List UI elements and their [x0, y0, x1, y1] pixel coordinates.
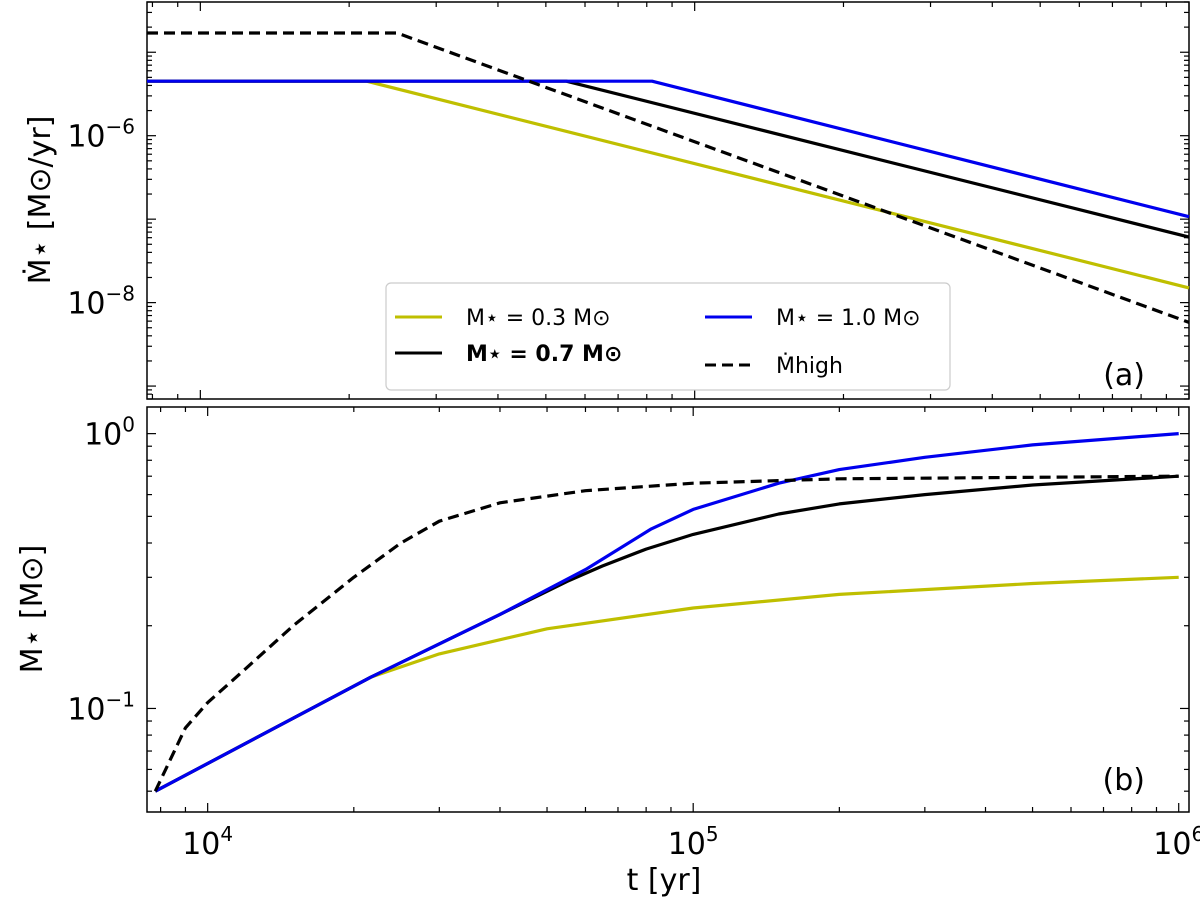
legend-label-1: M⋆ = 1.0 M⊙: [776, 306, 921, 331]
panel-a-yticks: 10−6 10−8: [67, 1, 1189, 400]
panel-b-xlabel: t [yr]: [627, 863, 702, 897]
series-line-b-2: [154, 432, 1179, 793]
legend-label-2: M⋆ = 0.7 M⊙: [466, 342, 622, 367]
legend: M⋆ = 0.3 M⊙ M⋆ = 1.0 M⊙ M⋆ = 0.7 M⊙ Ṁhig…: [385, 282, 951, 391]
panel-b-xticks: 104 105 106: [160, 407, 1200, 862]
series-line-a-2: [147, 79, 1190, 219]
panel-b: 104 105 106 100 10−1 M⋆ [M⊙] t [yr] (b): [15, 406, 1200, 897]
ytick-label-a-0: 10−6: [67, 115, 135, 155]
xtick-label-1: 105: [668, 822, 719, 862]
panel-b-ylabel: M⋆ [M⊙]: [15, 545, 50, 674]
panel-a: 10−6 10−8 Ṁ⋆ [M⊙/yr] M⋆ = 0.3 M⊙ M⋆ = 1.0…: [22, 1, 1190, 400]
legend-label-0: M⋆ = 0.3 M⊙: [466, 306, 611, 331]
panel-a-xticks: [151, 2, 1190, 399]
panel-b-tag: (b): [1103, 763, 1145, 798]
ytick-label-b-1: 10−1: [67, 687, 135, 727]
ytick-label-a-1: 10−8: [67, 282, 135, 322]
legend-box: [385, 282, 951, 391]
panel-a-series: [147, 31, 1190, 324]
legend-label-3: Ṁhigh: [776, 353, 843, 379]
panel-a-tag: (a): [1103, 358, 1145, 393]
series-line-b-3: [153, 474, 1179, 792]
xtick-label-2: 106: [1153, 822, 1200, 862]
panel-b-frame: [146, 406, 1190, 813]
panel-b-series: [153, 432, 1179, 793]
ytick-label-b-0: 100: [84, 413, 135, 453]
xtick-label-0: 104: [182, 822, 233, 862]
panel-b-yticks: 100 10−1: [67, 413, 1189, 792]
panel-a-ylabel: Ṁ⋆ [M⊙/yr]: [22, 116, 58, 285]
